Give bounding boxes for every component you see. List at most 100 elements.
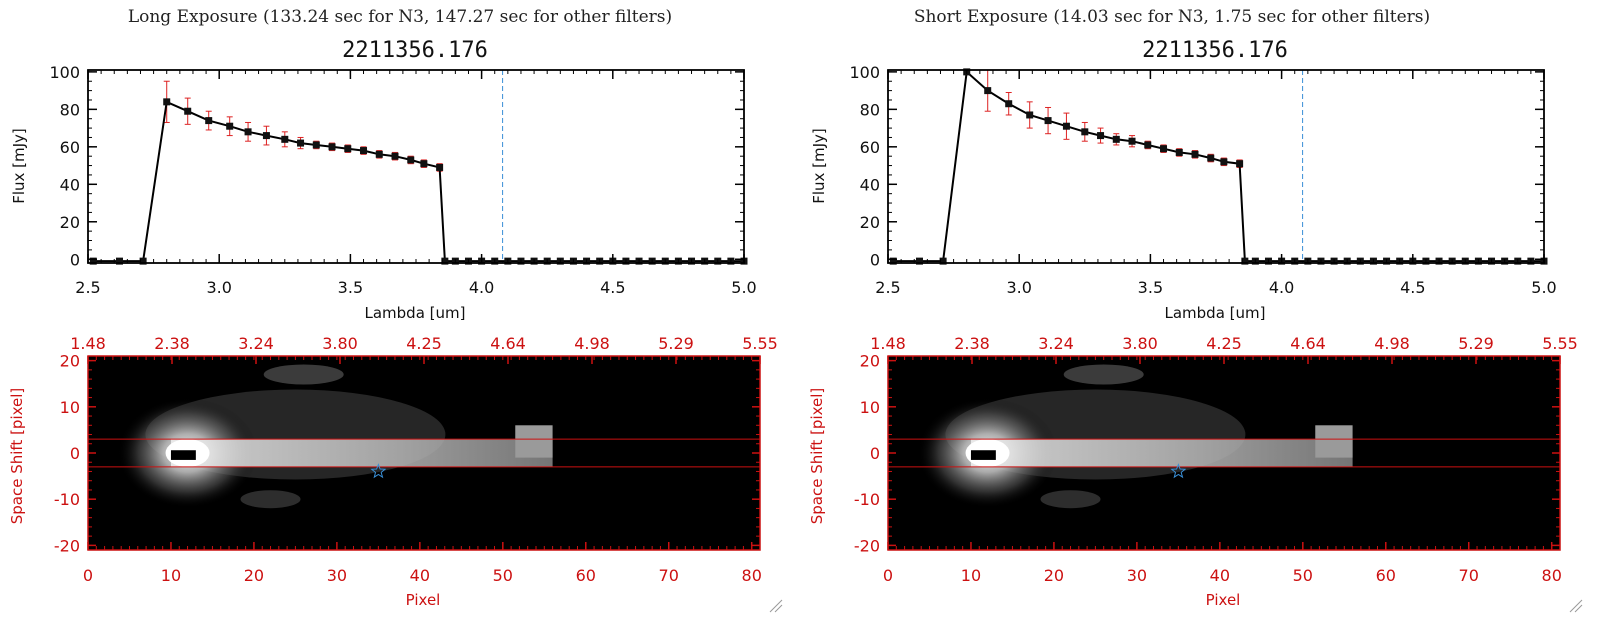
- data-point: [1220, 158, 1228, 166]
- x-tick-label: 40: [1210, 566, 1230, 585]
- x-tick-label: 40: [410, 566, 430, 585]
- data-point: [1191, 150, 1199, 158]
- trail-end-blob: [1315, 425, 1353, 458]
- data-point: [1112, 135, 1120, 143]
- top-tick-label: 3.24: [238, 334, 274, 353]
- y-tick-label: -20: [54, 536, 80, 555]
- y-tick-label: 40: [60, 175, 80, 194]
- y-tick-label: 80: [60, 100, 80, 119]
- diffuse-patch: [263, 364, 344, 385]
- data-point: [115, 257, 123, 265]
- data-point: [939, 257, 947, 265]
- diffuse-patch: [1040, 490, 1101, 509]
- x-tick-label: 4.5: [1400, 278, 1425, 297]
- data-point: [441, 257, 449, 265]
- flux-series-line: [893, 69, 1544, 263]
- saturated-pixels: [970, 450, 996, 460]
- spectrum-x-label: Lambda [um]: [365, 304, 466, 322]
- x-tick-label: 3.5: [338, 278, 363, 297]
- star-icon: [370, 463, 387, 479]
- y-tick-label: 10: [860, 398, 880, 417]
- data-point: [297, 139, 305, 147]
- data-point: [281, 135, 289, 143]
- y-tick-label: 80: [860, 100, 880, 119]
- data-point: [1026, 111, 1034, 119]
- resize-grip-icon[interactable]: [769, 599, 783, 613]
- top-tick-label: 5.55: [742, 334, 778, 353]
- data-point: [1044, 117, 1052, 125]
- x-tick-label: 2.5: [75, 278, 100, 297]
- long-exposure-figure: Long Exposure (133.24 sec for N3, 147.27…: [8, 7, 783, 613]
- y-tick-label: 20: [60, 213, 80, 232]
- y-tick-label: 20: [860, 352, 880, 371]
- data-point: [184, 107, 192, 115]
- x-tick-label: 3.0: [206, 278, 231, 297]
- top-tick-label: 4.64: [490, 334, 526, 353]
- data-point: [262, 132, 270, 140]
- x-tick-label: 80: [742, 566, 762, 585]
- data-point: [163, 98, 171, 106]
- data-point: [1236, 160, 1244, 168]
- top-tick-label: 2.38: [154, 334, 190, 353]
- data-point: [205, 117, 213, 125]
- data-point: [984, 87, 992, 95]
- image-y-label: Space Shift [pixel]: [808, 388, 826, 525]
- y-tick-label: 100: [849, 63, 880, 82]
- data-point: [889, 257, 897, 265]
- plot-frame: [887, 69, 1545, 264]
- spectrum-y-label: Flux [mJy]: [810, 128, 828, 204]
- y-tick-label: 100: [49, 63, 80, 82]
- top-tick-label: 4.98: [1374, 334, 1410, 353]
- y-tick-label: 0: [870, 444, 880, 463]
- spectral-trail: [170, 439, 553, 467]
- x-tick-label: 4.0: [1269, 278, 1294, 297]
- x-tick-label: 5.0: [1531, 278, 1556, 297]
- y-tick-label: -10: [854, 490, 880, 509]
- top-tick-label: 1.48: [70, 334, 106, 353]
- y-tick-label: 60: [860, 138, 880, 157]
- data-point: [1175, 148, 1183, 156]
- top-tick-label: 5.29: [658, 334, 694, 353]
- spectrum-x-label: Lambda [um]: [1165, 304, 1266, 322]
- data-point: [139, 257, 147, 265]
- data-point: [328, 143, 336, 151]
- data-point: [360, 147, 368, 155]
- x-tick-label: 3.5: [1138, 278, 1163, 297]
- y-tick-label: -10: [54, 490, 80, 509]
- flux-series-line: [93, 100, 744, 263]
- top-tick-label: 1.48: [870, 334, 906, 353]
- top-tick-label: 2.38: [954, 334, 990, 353]
- long-exposure-panel: Long Exposure (133.24 sec for N3, 147.27…: [8, 7, 783, 613]
- data-point: [1241, 257, 1249, 265]
- data-point: [1081, 128, 1089, 136]
- y-tick-label: 0: [70, 444, 80, 463]
- resize-grip-icon[interactable]: [1569, 599, 1583, 613]
- data-point: [1144, 141, 1152, 149]
- y-tick-label: 60: [60, 138, 80, 157]
- x-tick-label: 30: [327, 566, 347, 585]
- data-point: [375, 150, 383, 158]
- x-tick-label: 3.0: [1006, 278, 1031, 297]
- short-exposure-figure: Short Exposure (14.03 sec for N3, 1.75 s…: [808, 7, 1583, 613]
- top-tick-label: 3.24: [1038, 334, 1074, 353]
- y-tick-label: 20: [860, 213, 880, 232]
- x-tick-label: 20: [1044, 566, 1064, 585]
- y-tick-label: 0: [870, 250, 880, 269]
- x-tick-label: 70: [1459, 566, 1479, 585]
- top-tick-label: 3.80: [1122, 334, 1158, 353]
- data-point: [915, 257, 923, 265]
- x-tick-label: 5.0: [731, 278, 756, 297]
- data-point: [407, 156, 415, 164]
- x-tick-label: 60: [576, 566, 596, 585]
- spectral-image-plot: 0 10 20 30 40 50 60 70 80 1.48 2.38 3.24 3.80 4.25 4.6…: [854, 334, 1578, 585]
- top-tick-label: 4.98: [574, 334, 610, 353]
- data-point: [436, 163, 444, 171]
- data-point: [1160, 145, 1168, 153]
- data-point: [1062, 122, 1070, 130]
- x-tick-label: 4.0: [469, 278, 494, 297]
- diffuse-patch: [1063, 364, 1144, 385]
- data-point: [1128, 137, 1136, 145]
- data-point: [1005, 100, 1013, 108]
- data-point: [226, 122, 234, 130]
- data-point: [344, 145, 352, 153]
